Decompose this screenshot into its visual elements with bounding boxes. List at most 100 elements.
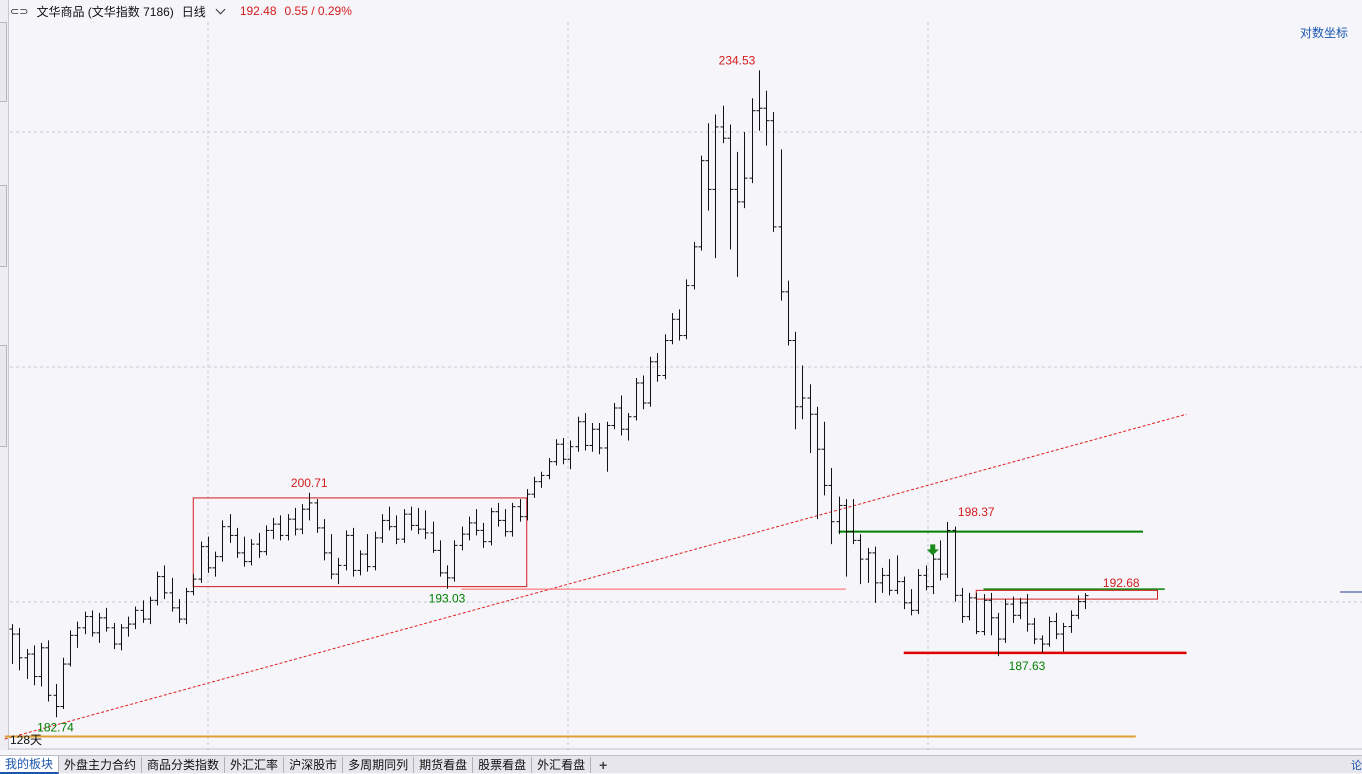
- ohlc-bar: [843, 499, 850, 577]
- tab-4[interactable]: 沪深股市: [284, 756, 344, 773]
- ohlc-bar: [314, 499, 321, 533]
- period-selector[interactable]: 日线: [182, 3, 232, 20]
- ohlc-bar: [321, 519, 328, 561]
- rail-tab-top[interactable]: [0, 22, 7, 102]
- ohlc-bar: [952, 526, 959, 602]
- trend-line: [4, 413, 1187, 740]
- ohlc-bar: [509, 502, 516, 537]
- annotation-label: 192.68: [1103, 576, 1140, 590]
- ohlc-bar: [364, 534, 371, 572]
- tab-5[interactable]: 多周期同列: [343, 756, 415, 773]
- add-tab-button[interactable]: +: [599, 756, 608, 773]
- ohlc-bar: [828, 467, 835, 545]
- ohlc-bar: [60, 657, 67, 710]
- price-chart[interactable]: 234.53 200.71 193.03 198.37 192.68 187.63 182.…: [0, 22, 1362, 750]
- ohlc-bar: [408, 506, 415, 531]
- tab-7[interactable]: 股票看盘: [473, 756, 533, 773]
- ohlc-bar: [24, 649, 31, 680]
- ohlc-bar: [292, 507, 299, 536]
- tab-8[interactable]: 外汇看盘: [532, 756, 592, 773]
- ohlc-bar: [444, 565, 451, 589]
- ohlc-bar: [205, 536, 212, 573]
- ohlc-bar: [53, 684, 60, 718]
- ohlc-bar: [299, 504, 306, 535]
- ohlc-bar: [350, 527, 357, 577]
- ohlc-bar: [89, 610, 96, 637]
- ohlc-bar: [850, 499, 857, 545]
- ohlc-bar: [451, 540, 458, 582]
- left-rail: [0, 0, 9, 750]
- ohlc-bar: [872, 546, 879, 603]
- period-label: 日线: [181, 4, 206, 19]
- tab-1[interactable]: 外盘主力合约: [59, 756, 143, 773]
- ohlc-bar: [778, 149, 785, 301]
- ohlc-bar: [959, 587, 966, 623]
- ohlc-bar: [625, 412, 632, 441]
- ohlc-bar: [103, 607, 110, 632]
- ohlc-bar: [973, 592, 980, 635]
- ohlc-bar: [575, 416, 582, 452]
- tab-3[interactable]: 外汇汇率: [225, 756, 285, 773]
- ohlc-bar: [473, 509, 480, 536]
- ohlc-bar: [154, 571, 161, 606]
- ohlc-bar: [393, 515, 400, 545]
- annotation-label: 200.71: [291, 476, 328, 490]
- ohlc-bar: [488, 507, 495, 546]
- corner-label: 论: [1351, 760, 1362, 772]
- ohlc-bar: [379, 514, 386, 543]
- ohlc-bar: [756, 70, 763, 131]
- ohlc-bar: [459, 526, 466, 551]
- ohlc-bar: [1082, 593, 1089, 610]
- ohlc-bar: [517, 499, 524, 522]
- ohlc-bar: [219, 520, 226, 562]
- ohlc-bar: [792, 331, 799, 430]
- ohlc-bar: [241, 536, 248, 567]
- ohlc-bar: [691, 241, 698, 290]
- ohlc-bar: [502, 509, 509, 537]
- ohlc-bar: [422, 510, 429, 540]
- tab-6[interactable]: 期货看盘: [414, 756, 474, 773]
- ohlc-bar: [915, 569, 922, 615]
- ohlc-bar: [111, 622, 118, 650]
- rail-tab-lower[interactable]: [0, 345, 7, 447]
- ohlc-bar: [857, 534, 864, 585]
- down-arrow-icon: [926, 544, 939, 556]
- ohlc-bar: [611, 402, 618, 430]
- ohlc-bar: [698, 155, 705, 251]
- ohlc-bar: [176, 599, 183, 623]
- ohlc-bar: [937, 540, 944, 581]
- ohlc-bar: [785, 280, 792, 346]
- ohlc-bar: [1002, 599, 1009, 643]
- ohlc-bar: [169, 577, 176, 612]
- tab-2[interactable]: 商品分类指数: [142, 756, 226, 773]
- ohlc-bar: [669, 313, 676, 345]
- ohlc-bar: [132, 606, 139, 630]
- ohlc-bar: [705, 123, 712, 211]
- link-icon[interactable]: ⊂⊃: [10, 5, 29, 18]
- ohlc-bar: [335, 557, 342, 585]
- rail-tab-middle[interactable]: [0, 185, 7, 267]
- ohlc-bar: [640, 375, 647, 410]
- annotation-label: 193.03: [429, 592, 466, 606]
- ohlc-bar: [865, 547, 872, 583]
- ohlc-bar: [589, 422, 596, 452]
- ohlc-bar: [734, 151, 741, 277]
- ohlc-bar: [560, 437, 567, 465]
- ohlc-bar: [567, 440, 574, 470]
- ohlc-bar: [74, 621, 81, 648]
- ohlc-bar: [923, 565, 930, 591]
- ohlc-bar: [676, 309, 683, 341]
- annotation-label: 198.37: [958, 505, 995, 519]
- log-scale-toggle[interactable]: 对数坐标: [1299, 26, 1348, 40]
- ohlc-bar: [1024, 594, 1031, 632]
- ohlc-bar: [988, 592, 995, 636]
- ohlc-bar: [582, 412, 589, 451]
- ohlc-bar: [720, 105, 727, 144]
- annotation-label: 234.53: [719, 53, 756, 67]
- ohlc-bar: [212, 551, 219, 577]
- ohlc-bar: [466, 516, 473, 541]
- tab-0[interactable]: 我的板块: [0, 755, 60, 774]
- ohlc-bar: [1010, 596, 1017, 623]
- ohlc-bar: [662, 334, 669, 380]
- ohlc-bar: [894, 555, 901, 595]
